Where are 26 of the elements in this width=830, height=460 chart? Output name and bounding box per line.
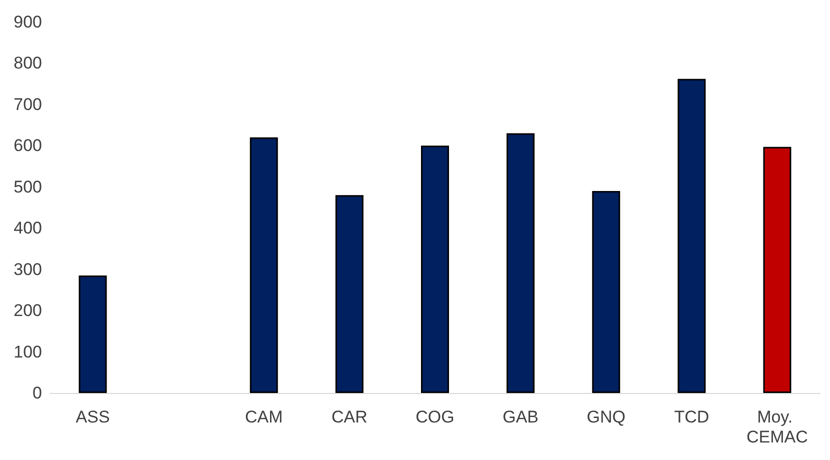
bar (763, 146, 792, 393)
y-tick-label: 0 (32, 384, 42, 402)
bar (678, 78, 706, 393)
x-tick-label: GNQ (586, 408, 626, 426)
y-tick-label: 600 (14, 136, 42, 156)
bar (250, 137, 278, 393)
y-tick-label: 500 (14, 177, 42, 196)
bar (421, 146, 449, 393)
x-tick-label: Moy. CEMAC (746, 408, 808, 446)
x-tick-label: TCD (674, 408, 710, 426)
y-tick-label: 900 (14, 12, 42, 32)
y-tick-label: 200 (14, 301, 42, 320)
x-tick-label: CAM (245, 408, 283, 426)
y-tick-label: 700 (14, 94, 42, 114)
x-tick-label: GAB (502, 408, 539, 426)
y-tick-label: 800 (14, 54, 42, 73)
y-tick-label: 400 (14, 218, 42, 238)
x-tick-label: CAR (331, 408, 368, 426)
x-tick-label: ASS (76, 408, 110, 426)
x-tick-label: COG (416, 408, 454, 426)
bar (506, 133, 535, 393)
y-tick-label: 100 (14, 342, 42, 362)
bar (335, 195, 364, 393)
bar (592, 191, 620, 393)
y-tick-label: 300 (14, 260, 42, 279)
bar (78, 276, 107, 393)
